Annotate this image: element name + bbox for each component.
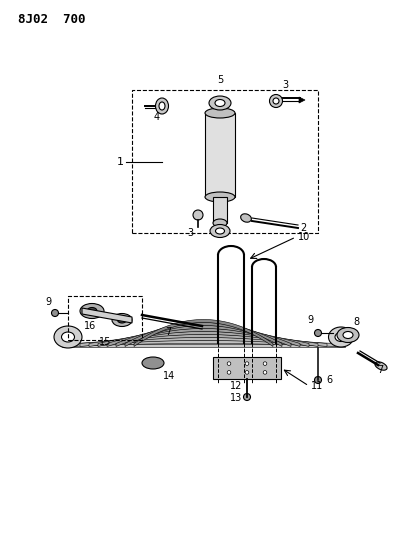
Bar — [213, 357, 281, 379]
Ellipse shape — [87, 308, 97, 314]
Text: 8: 8 — [353, 317, 359, 327]
Polygon shape — [125, 322, 282, 346]
Polygon shape — [82, 308, 132, 323]
Ellipse shape — [343, 332, 353, 338]
Text: 16: 16 — [84, 321, 96, 331]
Ellipse shape — [112, 313, 132, 327]
Ellipse shape — [335, 333, 347, 342]
Text: 11: 11 — [311, 381, 323, 391]
Circle shape — [245, 362, 249, 366]
Circle shape — [314, 329, 322, 336]
Ellipse shape — [215, 100, 225, 107]
Text: 9: 9 — [45, 297, 51, 307]
Ellipse shape — [213, 219, 227, 227]
Polygon shape — [107, 328, 300, 346]
Ellipse shape — [375, 362, 387, 370]
Ellipse shape — [62, 332, 75, 342]
Ellipse shape — [270, 94, 283, 108]
Text: 7: 7 — [377, 365, 383, 375]
Polygon shape — [299, 97, 305, 103]
Text: 6: 6 — [326, 375, 332, 385]
Ellipse shape — [156, 98, 168, 114]
Ellipse shape — [337, 327, 359, 343]
Text: 5: 5 — [217, 75, 223, 85]
Polygon shape — [62, 343, 345, 346]
Ellipse shape — [142, 357, 164, 369]
Circle shape — [227, 370, 231, 374]
Text: 7: 7 — [165, 327, 171, 337]
Ellipse shape — [118, 317, 127, 323]
Ellipse shape — [328, 327, 353, 347]
Text: 10: 10 — [298, 232, 310, 242]
Ellipse shape — [205, 192, 235, 202]
Text: 8J02  700: 8J02 700 — [18, 13, 85, 26]
Ellipse shape — [241, 214, 251, 222]
Polygon shape — [71, 341, 336, 346]
Ellipse shape — [209, 96, 231, 110]
Circle shape — [227, 362, 231, 366]
Text: 3: 3 — [187, 228, 193, 238]
Text: 13: 13 — [230, 393, 242, 403]
Polygon shape — [205, 113, 235, 197]
Ellipse shape — [54, 326, 82, 348]
Text: 15: 15 — [99, 337, 111, 347]
Polygon shape — [134, 319, 273, 346]
Polygon shape — [98, 332, 309, 346]
Ellipse shape — [159, 102, 165, 110]
Polygon shape — [213, 197, 227, 223]
Ellipse shape — [273, 98, 279, 104]
Text: 9: 9 — [307, 315, 313, 325]
Polygon shape — [116, 326, 291, 346]
Text: 4: 4 — [154, 112, 160, 122]
Ellipse shape — [205, 108, 235, 118]
Text: 1: 1 — [117, 157, 124, 167]
Text: 14: 14 — [163, 371, 175, 381]
Circle shape — [263, 362, 267, 366]
Circle shape — [314, 376, 322, 384]
Text: 3: 3 — [282, 80, 288, 90]
Circle shape — [263, 370, 267, 374]
Text: 12: 12 — [229, 381, 242, 391]
Circle shape — [52, 310, 58, 317]
Ellipse shape — [216, 228, 224, 234]
Ellipse shape — [80, 303, 104, 319]
Circle shape — [245, 370, 249, 374]
Circle shape — [243, 393, 251, 400]
Ellipse shape — [210, 224, 230, 238]
Polygon shape — [80, 337, 327, 346]
Circle shape — [193, 210, 203, 220]
Polygon shape — [89, 335, 318, 346]
Text: 2: 2 — [300, 223, 306, 233]
